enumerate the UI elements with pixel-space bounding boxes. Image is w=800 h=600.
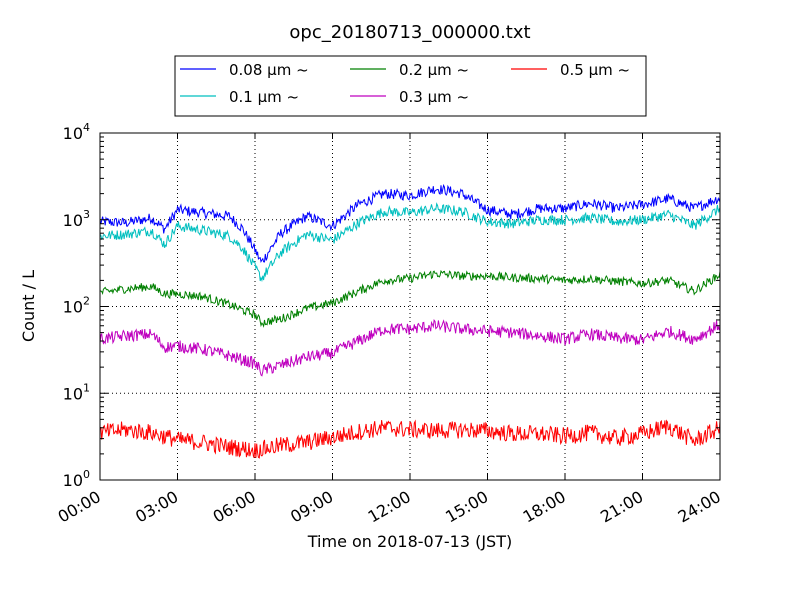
legend-label: 0.08 μm ~ bbox=[229, 61, 309, 79]
x-tick-label: 12:00 bbox=[365, 487, 414, 527]
y-tick-label: 104 bbox=[63, 121, 90, 143]
series-line bbox=[99, 419, 721, 459]
x-tick-label: 21:00 bbox=[597, 487, 646, 527]
x-tick-label: 18:00 bbox=[520, 487, 569, 527]
legend-label: 0.2 μm ~ bbox=[399, 61, 469, 79]
y-axis-label: Count / L bbox=[19, 270, 38, 342]
x-tick-label: 03:00 bbox=[132, 487, 181, 527]
legend: 0.08 μm ~ 0.1 μm ~ 0.2 μm ~ 0.3 μm ~ 0.5 μm … bbox=[174, 55, 647, 117]
legend-label: 0.1 μm ~ bbox=[229, 88, 299, 106]
ticks: 00:00 03:00 06:00 09:00 12:00 15:00 18:00 21:00… bbox=[55, 121, 724, 527]
series-group bbox=[99, 183, 721, 459]
chart-title: opc_20180713_000000.txt bbox=[289, 22, 530, 43]
series-line bbox=[99, 183, 721, 264]
y-tick-label: 102 bbox=[63, 295, 90, 317]
legend-label: 0.5 μm ~ bbox=[560, 61, 630, 79]
x-tick-label: 09:00 bbox=[287, 487, 336, 527]
y-tick-label: 101 bbox=[63, 381, 90, 403]
series-line bbox=[99, 318, 721, 377]
y-tick-label: 103 bbox=[63, 208, 90, 230]
x-tick-label: 15:00 bbox=[442, 487, 491, 527]
series-line bbox=[99, 202, 721, 283]
x-tick-label: 06:00 bbox=[210, 487, 259, 527]
x-tick-label: 00:00 bbox=[55, 487, 104, 527]
legend-frame bbox=[174, 55, 647, 117]
grid bbox=[100, 133, 720, 480]
series-line bbox=[99, 269, 721, 328]
legend-label: 0.3 μm ~ bbox=[399, 88, 469, 106]
x-tick-label: 24:00 bbox=[675, 487, 724, 527]
x-axis-label: Time on 2018-07-13 (JST) bbox=[307, 532, 512, 551]
y-tick-label: 100 bbox=[63, 468, 90, 490]
